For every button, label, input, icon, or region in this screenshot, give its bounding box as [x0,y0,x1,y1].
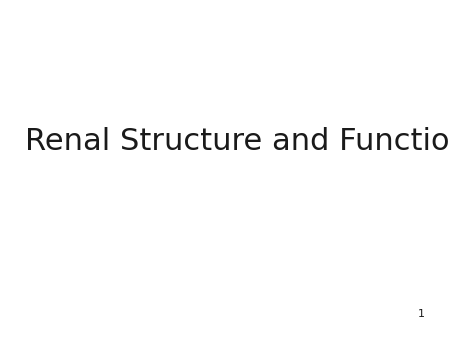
Text: 1: 1 [418,309,425,319]
Text: Renal Structure and Function: Renal Structure and Function [25,127,450,156]
